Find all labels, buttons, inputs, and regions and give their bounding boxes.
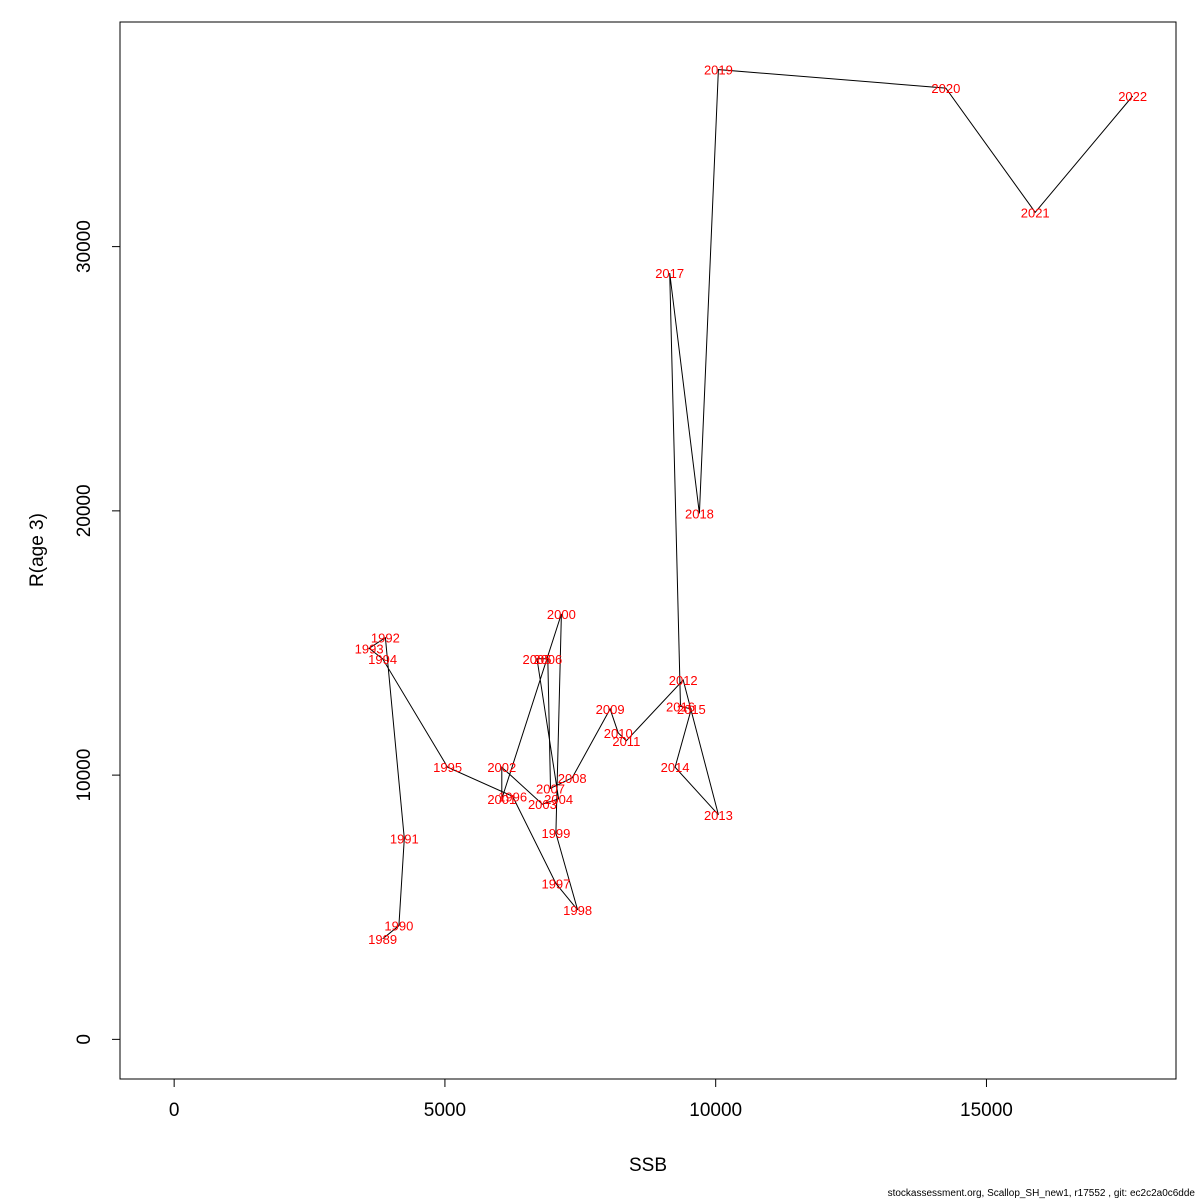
- point-label-1999: 1999: [541, 826, 570, 841]
- point-label-2014: 2014: [661, 760, 690, 775]
- point-label-2002: 2002: [487, 760, 516, 775]
- x-tick-label: 0: [169, 1100, 180, 1121]
- point-label-2010: 2010: [604, 726, 633, 741]
- point-label-2016: 2016: [666, 699, 695, 714]
- x-axis-title: SSB: [629, 1155, 667, 1176]
- point-label-2012: 2012: [669, 673, 698, 688]
- x-tick-label: 10000: [689, 1100, 742, 1121]
- y-tick-label: 30000: [74, 220, 95, 273]
- footer-text: stockassessment.org, Scallop_SH_new1, r1…: [888, 1188, 1196, 1199]
- point-label-2006: 2006: [533, 652, 562, 667]
- point-label-1998: 1998: [563, 903, 592, 918]
- point-label-1991: 1991: [390, 832, 419, 847]
- y-axis-title: R(age 3): [27, 513, 48, 587]
- y-axis: 0 10000 20000 30000: [74, 220, 121, 1045]
- point-label-2005: 2005: [523, 652, 552, 667]
- y-tick-label: 20000: [74, 484, 95, 537]
- x-tick-label: 5000: [424, 1100, 466, 1121]
- point-label-2001: 2001: [487, 792, 516, 807]
- series-line: [368, 69, 1134, 940]
- point-label-2017: 2017: [655, 266, 684, 281]
- x-tick-label: 15000: [960, 1100, 1013, 1121]
- point-label-1996: 1996: [498, 789, 527, 804]
- point-label-2003: 2003: [528, 797, 557, 812]
- x-axis: 0 5000 10000 15000: [159, 1078, 1013, 1121]
- point-label-2018: 2018: [685, 507, 714, 522]
- point-label-1993: 1993: [355, 641, 384, 656]
- point-label-2020: 2020: [931, 81, 960, 96]
- point-label-1997: 1997: [541, 876, 570, 891]
- point-label-2000: 2000: [547, 607, 576, 622]
- point-label-2009: 2009: [596, 702, 625, 717]
- point-label-2019: 2019: [704, 63, 733, 78]
- point-label-1994: 1994: [368, 652, 397, 667]
- plot-frame: [119, 21, 1177, 1080]
- point-label-2008: 2008: [558, 771, 587, 786]
- point-label-2021: 2021: [1021, 205, 1050, 220]
- point-label-2015: 2015: [677, 702, 706, 717]
- point-label-1995: 1995: [433, 760, 462, 775]
- point-label-2022: 2022: [1118, 89, 1147, 104]
- point-label-2013: 2013: [704, 808, 733, 823]
- point-label-1989: 1989: [368, 932, 397, 947]
- point-label-2004: 2004: [544, 792, 573, 807]
- y-tick-label: 0: [74, 1034, 95, 1045]
- point-label-2011: 2011: [612, 734, 640, 749]
- point-label-2007: 2007: [536, 781, 565, 796]
- point-label-1992: 1992: [371, 631, 400, 646]
- point-label-1990: 1990: [384, 919, 413, 934]
- y-tick-label: 10000: [74, 749, 95, 802]
